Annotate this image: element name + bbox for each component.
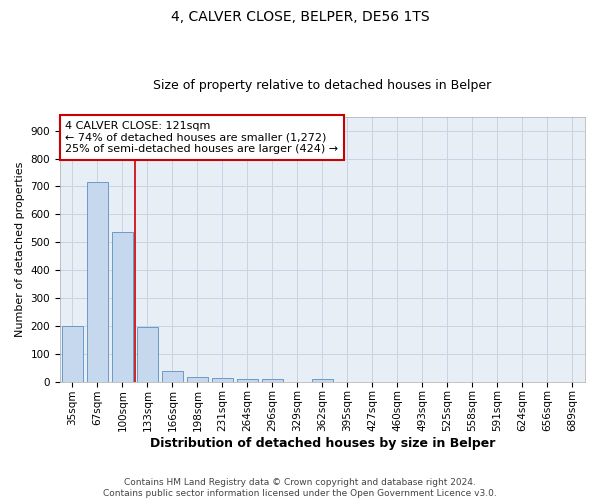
Text: Contains HM Land Registry data © Crown copyright and database right 2024.
Contai: Contains HM Land Registry data © Crown c… [103,478,497,498]
Y-axis label: Number of detached properties: Number of detached properties [15,162,25,337]
Bar [62,326,83,382]
Bar [212,378,233,382]
Text: 4 CALVER CLOSE: 121sqm
← 74% of detached houses are smaller (1,272)
25% of semi-: 4 CALVER CLOSE: 121sqm ← 74% of detached… [65,121,338,154]
Bar [312,380,333,382]
Bar [237,379,258,382]
Bar [262,380,283,382]
Bar [187,377,208,382]
Title: Size of property relative to detached houses in Belper: Size of property relative to detached ho… [154,79,491,92]
Bar [162,370,183,382]
Bar [112,232,133,382]
Bar [87,182,108,382]
Text: 4, CALVER CLOSE, BELPER, DE56 1TS: 4, CALVER CLOSE, BELPER, DE56 1TS [170,10,430,24]
Bar [137,328,158,382]
X-axis label: Distribution of detached houses by size in Belper: Distribution of detached houses by size … [150,437,495,450]
